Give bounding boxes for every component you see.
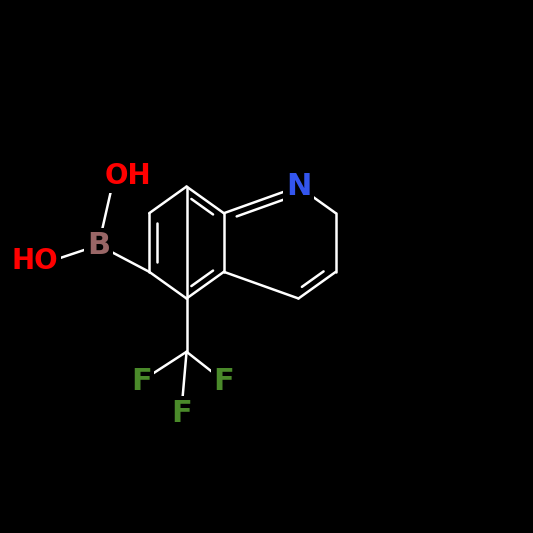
Text: HO: HO [11,247,58,275]
Text: B: B [87,231,110,260]
Text: F: F [214,367,234,395]
Text: F: F [171,399,191,427]
Text: OH: OH [104,162,151,190]
Text: N: N [286,172,311,201]
Text: F: F [131,367,151,395]
